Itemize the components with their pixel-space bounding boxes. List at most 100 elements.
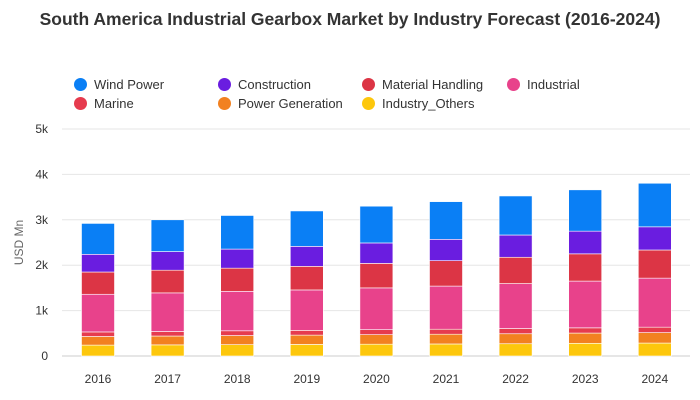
legend-marker [362, 77, 375, 91]
bar-segment-marine-2020[interactable] [359, 329, 394, 335]
x-tick-label: 2024 [641, 372, 668, 386]
bar-segment-construction-2019[interactable] [289, 246, 324, 267]
legend-label: Industry_Others [382, 95, 475, 111]
bar-segment-marine-2016[interactable] [81, 331, 115, 337]
legend-label: Power Generation [238, 95, 343, 111]
bar-segment-industry-others-2024[interactable] [637, 342, 672, 357]
bar-segment-industrial-2017[interactable] [150, 292, 185, 332]
legend-marker [74, 77, 87, 91]
bar-segment-construction-2024[interactable] [637, 226, 672, 251]
legend-marker [218, 77, 231, 91]
bar-segment-construction-2022[interactable] [498, 234, 533, 258]
legend-item-material-handling[interactable]: Material Handling [362, 76, 483, 92]
bar-segment-construction-2020[interactable] [359, 242, 394, 264]
bar-segment-material-handling-2018[interactable] [220, 267, 254, 292]
bar-segment-material-handling-2023[interactable] [568, 253, 603, 282]
x-tick-label: 2018 [224, 372, 251, 386]
bar-segment-material-handling-2016[interactable] [81, 271, 115, 295]
x-tick-label: 2020 [363, 372, 390, 386]
bar-segment-industry-others-2016[interactable] [81, 344, 115, 357]
bar-segment-industrial-2018[interactable] [220, 291, 254, 332]
bar-segment-power-generation-2019[interactable] [289, 334, 324, 345]
y-tick-label: 2k [35, 258, 49, 272]
legend-item-wind-power[interactable]: Wind Power [74, 76, 164, 92]
bar-segment-material-handling-2019[interactable] [289, 266, 324, 291]
y-axis-label: USD Mn [12, 220, 26, 265]
bar-segment-industrial-2020[interactable] [359, 287, 394, 330]
legend-item-industry-others[interactable]: Industry_Others [362, 95, 475, 111]
x-tick-label: 2019 [293, 372, 320, 386]
bar-segment-power-generation-2021[interactable] [429, 333, 463, 345]
x-tick-label: 2022 [502, 372, 529, 386]
legend-label: Material Handling [382, 76, 484, 92]
bar-segment-industry-others-2021[interactable] [429, 343, 463, 357]
bar-segment-wind-power-2018[interactable] [220, 215, 254, 250]
bar-segment-marine-2023[interactable] [568, 327, 603, 334]
x-tick-label: 2016 [85, 372, 112, 386]
bar-segment-marine-2021[interactable] [429, 328, 463, 335]
bar-segment-marine-2017[interactable] [150, 331, 185, 337]
y-tick-label: 5k [35, 122, 49, 136]
bar-segment-wind-power-2024[interactable] [637, 182, 672, 228]
chart-title: South America Industrial Gearbox Market … [39, 9, 661, 29]
bar-segment-industry-others-2019[interactable] [289, 344, 324, 357]
bar-segment-construction-2016[interactable] [81, 254, 115, 273]
x-tick-label: 2017 [154, 372, 181, 386]
legend-label: Industrial [527, 76, 580, 92]
legend-label: Construction [238, 76, 311, 92]
bar-segment-wind-power-2022[interactable] [498, 195, 533, 236]
bar-segment-industry-others-2022[interactable] [498, 343, 533, 357]
bar-segment-power-generation-2020[interactable] [359, 334, 394, 345]
bar-segment-power-generation-2022[interactable] [498, 333, 533, 345]
bar-segment-construction-2023[interactable] [568, 230, 603, 255]
bar-segment-material-handling-2017[interactable] [150, 269, 185, 294]
bar-segment-industry-others-2020[interactable] [359, 343, 394, 357]
bar-segment-marine-2024[interactable] [637, 326, 672, 333]
legend-marker [218, 96, 231, 110]
bar-segment-construction-2017[interactable] [150, 251, 185, 271]
legend-marker [507, 77, 520, 91]
bar-segment-marine-2019[interactable] [289, 330, 324, 336]
bar-segment-wind-power-2017[interactable] [150, 219, 185, 252]
bar-segment-wind-power-2019[interactable] [289, 210, 324, 247]
bar-segment-wind-power-2016[interactable] [81, 223, 115, 255]
bar-segment-construction-2018[interactable] [220, 248, 254, 269]
y-tick-label: 1k [35, 304, 49, 318]
legend-item-marine[interactable]: Marine [74, 95, 134, 111]
bar-segment-industrial-2022[interactable] [498, 283, 533, 329]
x-tick-label: 2021 [433, 372, 460, 386]
bar-segment-wind-power-2021[interactable] [429, 201, 463, 240]
bar-segment-power-generation-2023[interactable] [568, 332, 603, 344]
bar-segment-material-handling-2021[interactable] [429, 260, 463, 287]
bar-segment-industry-others-2018[interactable] [220, 344, 254, 357]
bar-segment-industrial-2016[interactable] [81, 293, 115, 333]
legend-label: Wind Power [94, 76, 165, 92]
bar-segment-power-generation-2024[interactable] [637, 332, 672, 344]
legend-item-power-generation[interactable]: Power Generation [218, 95, 343, 111]
bar-segment-industrial-2023[interactable] [568, 280, 603, 329]
y-tick-label: 4k [35, 167, 49, 181]
bar-segment-industrial-2019[interactable] [289, 289, 324, 331]
bar-segment-wind-power-2023[interactable] [568, 189, 603, 232]
bar-segment-wind-power-2020[interactable] [359, 205, 394, 244]
bar-segment-industrial-2021[interactable] [429, 285, 463, 330]
x-tick-label: 2023 [572, 372, 599, 386]
legend-marker [74, 96, 87, 110]
bar-segment-material-handling-2024[interactable] [637, 249, 672, 279]
bar-segment-material-handling-2020[interactable] [359, 263, 394, 289]
bar-segment-marine-2018[interactable] [220, 330, 254, 336]
bar-segment-construction-2021[interactable] [429, 239, 463, 261]
bar-segment-material-handling-2022[interactable] [498, 256, 533, 284]
bar-segment-industrial-2024[interactable] [637, 277, 672, 328]
bar-segment-power-generation-2018[interactable] [220, 335, 254, 345]
legend-item-industrial[interactable]: Industrial [507, 76, 580, 92]
bar-segment-power-generation-2016[interactable] [81, 336, 115, 346]
legend-marker [362, 96, 375, 110]
legend-item-construction[interactable]: Construction [218, 76, 311, 92]
bar-segment-industry-others-2023[interactable] [568, 342, 603, 357]
bar-segment-power-generation-2017[interactable] [150, 335, 185, 346]
bar-segment-industry-others-2017[interactable] [150, 344, 185, 357]
bar-segment-marine-2022[interactable] [498, 328, 533, 335]
y-tick-label: 0 [41, 349, 48, 363]
